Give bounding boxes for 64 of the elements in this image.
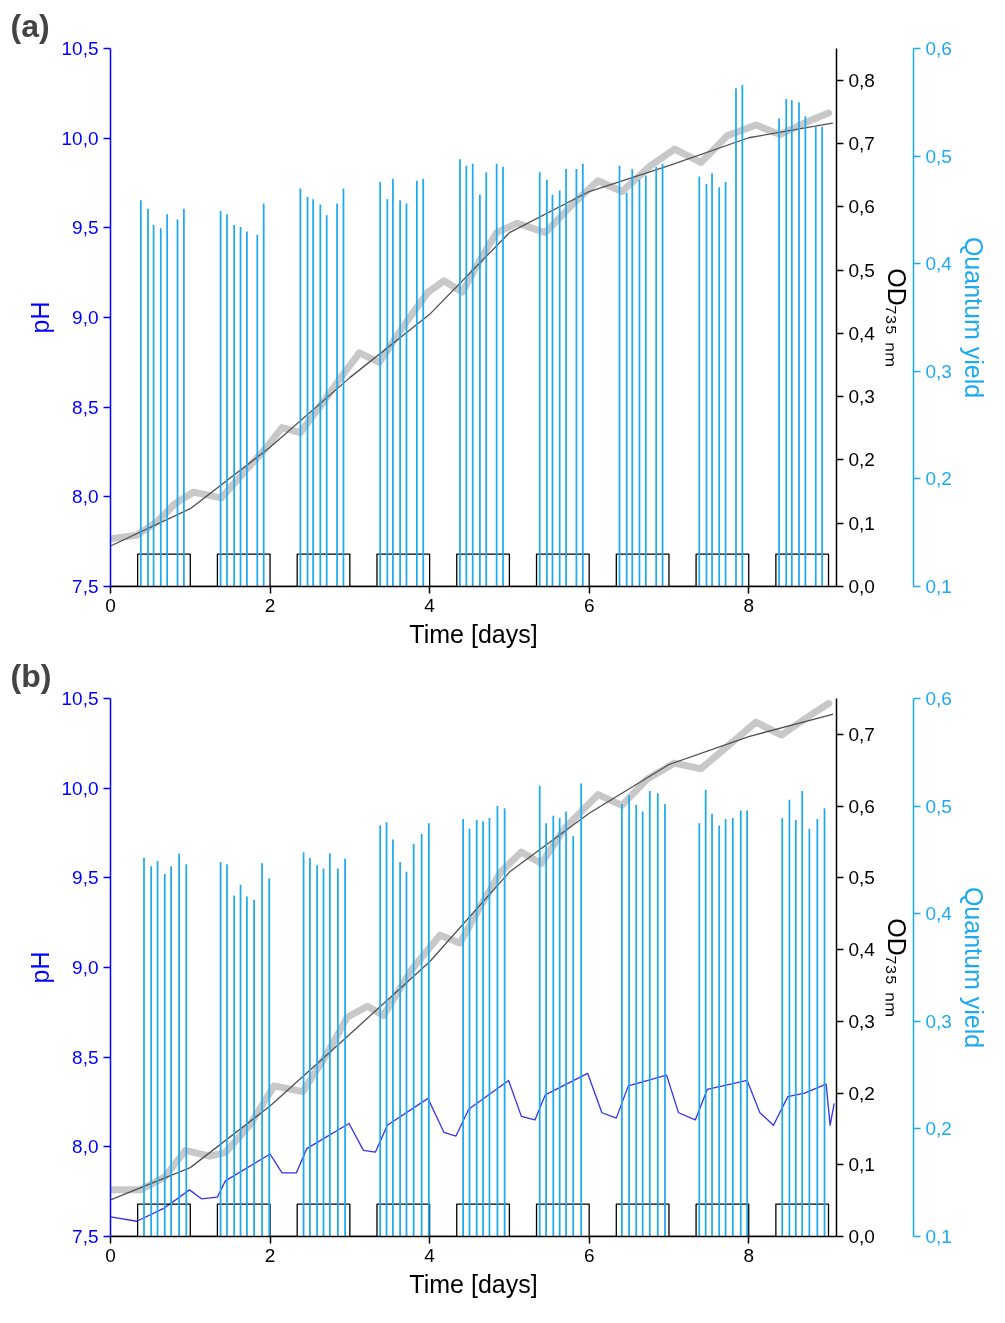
x-tick-label: 6: [583, 1244, 595, 1266]
y-axis-title: pH: [25, 951, 54, 984]
x-axis-title: Time [days]: [409, 619, 538, 648]
y2-axis-title: OD₇₃₅ ₙₘ: [882, 918, 911, 1017]
chart-title: (a): [10, 7, 50, 44]
y2-tick-label: 0,1: [848, 512, 875, 534]
y-axis-title: pH: [25, 301, 54, 334]
y2-tick-label: 0,1: [848, 1154, 875, 1176]
x-tick-label: 2: [264, 1244, 276, 1266]
y-tick-label: 9,5: [72, 217, 99, 239]
y-tick-label: 10,5: [61, 688, 99, 709]
y2-axis-title: OD₇₃₅ ₙₘ: [882, 268, 911, 367]
y2-tick-label: 0,5: [848, 867, 875, 889]
y3-tick-label: 0,4: [925, 253, 953, 275]
x-tick-label: 2: [264, 594, 276, 616]
y2-tick-label: 0,2: [848, 449, 875, 471]
y3-tick-label: 0,5: [925, 795, 952, 817]
x-tick-label: 0: [105, 1244, 116, 1266]
y-tick-label: 8,5: [72, 396, 99, 418]
y-tick-label: 10,5: [61, 38, 99, 59]
y2-tick-label: 0,7: [848, 723, 875, 745]
y3-axis-title: Quantum yield: [959, 236, 988, 399]
y3-tick-label: 0,2: [925, 468, 952, 490]
y2-tick-label: 0,8: [848, 69, 875, 91]
y-tick-label: 9,0: [72, 307, 99, 328]
y2-tick-label: 0,2: [848, 1082, 875, 1104]
y-tick-label: 7,5: [72, 576, 99, 597]
y3-tick-label: 0,4: [925, 903, 953, 925]
y2-tick-label: 0,7: [848, 132, 875, 154]
y3-tick-label: 0,5: [925, 145, 952, 167]
y3-tick-label: 0,1: [925, 576, 952, 597]
y2-tick-label: 0,6: [848, 196, 875, 218]
line-series: [110, 1072, 835, 1222]
y2-tick-label: 0,4: [848, 322, 876, 344]
y3-tick-label: 0,6: [925, 688, 952, 709]
y-tick-label: 9,5: [72, 867, 99, 889]
y2-tick-label: 0,4: [848, 939, 876, 961]
x-tick-label: 8: [743, 594, 755, 616]
y2-tick-label: 0,6: [848, 795, 875, 817]
y-tick-label: 8,5: [72, 1046, 99, 1068]
x-axis-title: Time [days]: [409, 1269, 538, 1298]
x-tick-label: 6: [583, 594, 595, 616]
x-tick-label: 0: [105, 594, 116, 616]
y-tick-label: 9,0: [72, 957, 99, 978]
y2-tick-label: 0,0: [848, 1226, 875, 1247]
y2-tick-label: 0,5: [848, 259, 875, 281]
y3-axis-title: Quantum yield: [959, 886, 988, 1049]
y3-tick-label: 0,2: [925, 1118, 952, 1140]
y3-tick-label: 0,1: [925, 1226, 952, 1247]
y3-tick-label: 0,6: [925, 38, 952, 59]
y-tick-label: 10,0: [61, 127, 99, 149]
y2-tick-label: 0,0: [848, 576, 875, 597]
x-tick-label: 4: [424, 1244, 436, 1266]
chart-title: (b): [10, 657, 52, 694]
y2-tick-label: 0,3: [848, 1010, 875, 1032]
x-tick-label: 8: [743, 1244, 755, 1266]
y-tick-label: 10,0: [61, 777, 99, 799]
y-tick-label: 8,0: [72, 1136, 99, 1158]
y3-tick-label: 0,3: [925, 1010, 952, 1032]
x-tick-label: 4: [424, 594, 436, 616]
y-tick-label: 8,0: [72, 486, 99, 508]
y2-tick-label: 0,3: [848, 386, 875, 408]
y3-tick-label: 0,3: [925, 360, 952, 382]
y-tick-label: 7,5: [72, 1226, 99, 1247]
